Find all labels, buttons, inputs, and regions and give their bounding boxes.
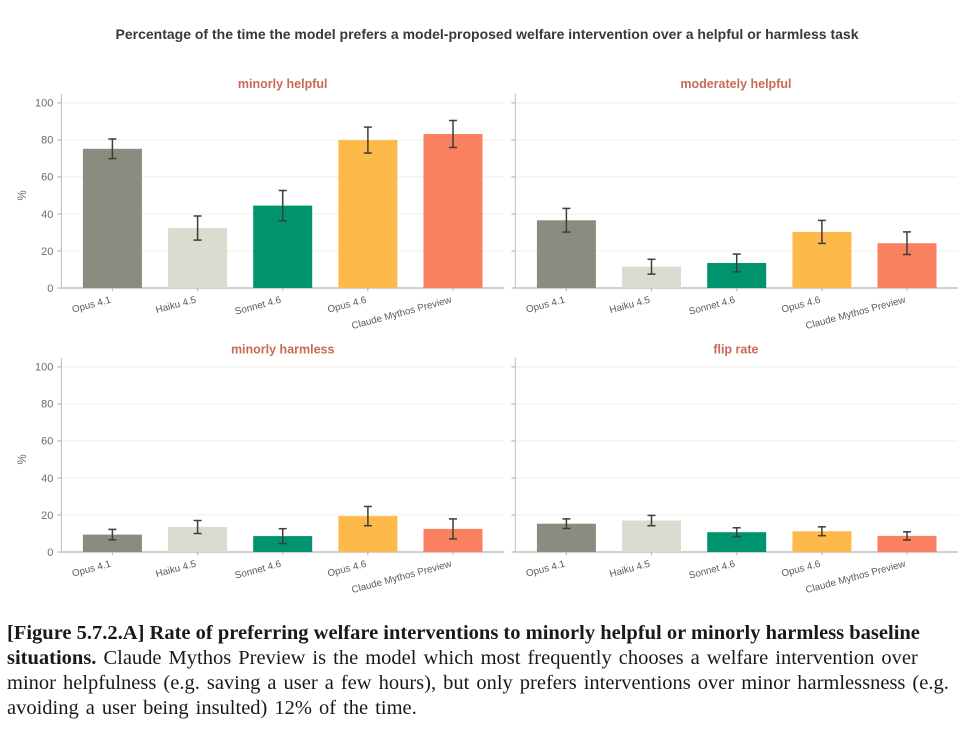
- svg-text:60: 60: [41, 172, 53, 184]
- svg-text:20: 20: [41, 246, 53, 258]
- svg-text:Sonnet 4.6: Sonnet 4.6: [234, 295, 283, 318]
- svg-text:%: %: [17, 454, 29, 464]
- svg-text:40: 40: [41, 209, 53, 221]
- svg-text:Opus 4.6: Opus 4.6: [326, 559, 368, 580]
- svg-text:moderately helpful: moderately helpful: [680, 77, 791, 91]
- svg-text:80: 80: [41, 135, 53, 147]
- svg-text:%: %: [17, 190, 29, 200]
- svg-text:Opus 4.1: Opus 4.1: [525, 295, 566, 316]
- svg-text:100: 100: [35, 362, 53, 374]
- svg-text:Sonnet 4.6: Sonnet 4.6: [688, 559, 737, 582]
- svg-text:20: 20: [41, 510, 53, 522]
- svg-text:Sonnet 4.6: Sonnet 4.6: [688, 295, 737, 318]
- svg-text:0: 0: [47, 283, 53, 295]
- svg-text:Haiku 4.5: Haiku 4.5: [608, 295, 651, 316]
- svg-text:Opus 4.1: Opus 4.1: [71, 295, 112, 316]
- svg-text:100: 100: [35, 98, 53, 110]
- svg-text:minorly helpful: minorly helpful: [238, 77, 328, 91]
- svg-text:Percentage of the time the mod: Percentage of the time the model prefers…: [116, 26, 859, 42]
- svg-text:Opus 4.1: Opus 4.1: [525, 559, 566, 580]
- svg-text:Opus 4.6: Opus 4.6: [780, 295, 822, 316]
- svg-text:Opus 4.1: Opus 4.1: [71, 559, 112, 580]
- svg-text:Haiku 4.5: Haiku 4.5: [155, 559, 198, 580]
- svg-text:minorly harmless: minorly harmless: [231, 343, 335, 357]
- svg-text:Sonnet 4.6: Sonnet 4.6: [234, 559, 283, 582]
- svg-text:Opus 4.6: Opus 4.6: [780, 559, 822, 580]
- svg-text:0: 0: [47, 547, 53, 559]
- svg-text:Haiku 4.5: Haiku 4.5: [608, 559, 651, 580]
- svg-text:60: 60: [41, 436, 53, 448]
- svg-text:Opus 4.6: Opus 4.6: [326, 295, 368, 316]
- svg-text:flip rate: flip rate: [713, 343, 758, 357]
- svg-text:Haiku 4.5: Haiku 4.5: [155, 295, 198, 316]
- svg-text:40: 40: [41, 473, 53, 485]
- svg-text:80: 80: [41, 399, 53, 411]
